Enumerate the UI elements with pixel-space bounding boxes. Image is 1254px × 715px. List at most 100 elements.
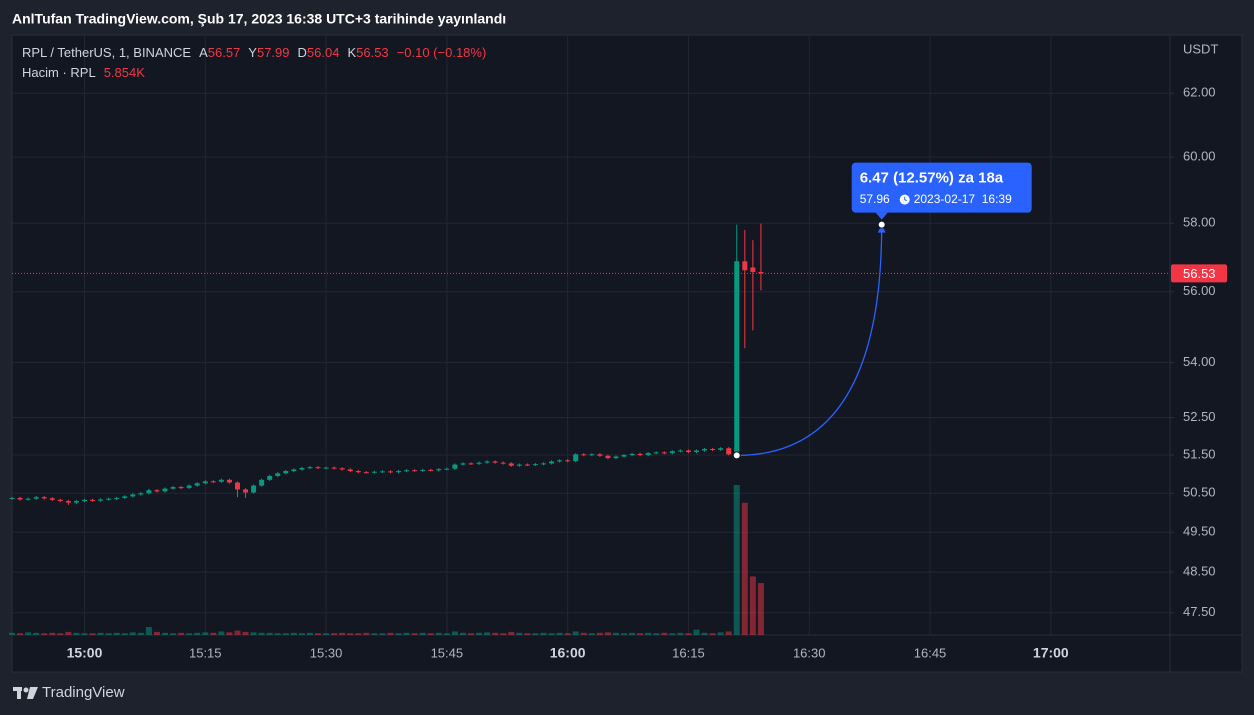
volume-bar: [178, 632, 185, 635]
candle-body: [629, 453, 635, 456]
candle-body: [589, 454, 595, 456]
candle-body: [476, 462, 482, 464]
candle-body: [597, 454, 603, 456]
volume-bar: [484, 632, 491, 635]
volume-bar: [73, 632, 80, 635]
volume-bar: [97, 632, 104, 635]
volume-bar: [145, 627, 152, 635]
candle-body: [234, 482, 240, 490]
plot-area: [9, 35, 1170, 635]
volume-bar: [194, 632, 201, 635]
candle-body: [65, 501, 71, 503]
volume-bar: [564, 633, 571, 635]
logo-text: TradingView: [42, 684, 125, 701]
candle-body: [122, 496, 128, 498]
volume-bar: [604, 632, 611, 635]
candle-body: [162, 488, 168, 492]
volume-bar: [339, 632, 346, 635]
candle-body: [73, 501, 79, 503]
x-tick-label: 15:15: [189, 645, 222, 660]
candle-body: [460, 463, 466, 465]
volume-bar: [749, 576, 756, 635]
candle-body: [524, 464, 530, 466]
candle-body: [251, 485, 257, 493]
volume-bar: [403, 632, 410, 635]
volume-bar: [81, 633, 88, 635]
ohlc-label: K: [347, 45, 356, 60]
ohlc-value: 57.99: [257, 45, 290, 60]
candle-body: [702, 449, 708, 451]
volume-bar: [41, 633, 48, 635]
volume-bar: [226, 632, 233, 635]
candle-body: [315, 467, 321, 469]
ohlc-label: A: [199, 45, 208, 60]
volume-bar: [387, 632, 394, 635]
candle-body: [412, 470, 418, 472]
candle-body: [186, 485, 192, 488]
volume-bar: [629, 632, 636, 635]
y-tick-label: 54.00: [1183, 354, 1216, 369]
volume-bar: [234, 630, 241, 635]
candle-body: [645, 453, 651, 456]
volume-bar: [500, 633, 507, 635]
volume-bar: [596, 632, 603, 635]
candle-body: [637, 453, 643, 456]
volume-bar: [653, 633, 660, 635]
candle-body: [267, 475, 273, 480]
volume-bar: [33, 632, 40, 635]
candle-body: [259, 479, 265, 486]
candle-body: [170, 487, 176, 489]
volume-bar: [661, 632, 668, 635]
clock-icon: [904, 196, 907, 202]
volume-bar: [757, 583, 764, 635]
volume-bar: [65, 631, 72, 635]
volume-bar: [459, 632, 466, 635]
volume-bar: [516, 632, 523, 635]
volume-bar: [451, 631, 458, 635]
ohlc-label: D: [298, 45, 307, 60]
candle-body: [202, 481, 208, 484]
chart-panel: [11, 34, 1243, 673]
candle-body: [57, 499, 63, 502]
x-tick-label: 16:15: [672, 645, 705, 660]
volume-bar: [612, 632, 619, 635]
candle-body: [540, 463, 546, 465]
candle-body: [243, 489, 249, 493]
ohlc-value: 56.57: [208, 45, 241, 60]
candle-body: [138, 493, 144, 495]
candle-body: [218, 479, 224, 482]
volume-bar: [266, 632, 273, 635]
volume-bar: [411, 633, 418, 635]
volume-bar: [363, 632, 370, 635]
volume-title: Hacim · RPL: [22, 65, 96, 80]
candle-body: [387, 471, 393, 473]
candle-body: [291, 469, 297, 472]
candle-body: [742, 261, 748, 271]
volume-bar: [371, 633, 378, 635]
candle-body: [363, 472, 369, 474]
volume-bar: [258, 632, 265, 635]
annotation-price: 57.96: [860, 192, 890, 206]
y-tick-label: 48.50: [1183, 564, 1216, 579]
volume-bar: [556, 632, 563, 635]
candle-body: [114, 497, 120, 499]
candle-body: [436, 469, 442, 471]
volume-bar: [548, 633, 555, 635]
y-tick-label: 56.00: [1183, 283, 1216, 298]
candle-body: [500, 462, 506, 464]
candle-body: [194, 483, 200, 486]
candle-body: [758, 271, 764, 274]
volume-bar: [113, 632, 120, 635]
volume-bar: [540, 632, 547, 635]
volume-bar: [476, 632, 483, 635]
candle-body: [81, 499, 87, 502]
ohlc-value: 56.04: [307, 45, 340, 60]
volume-bar: [701, 632, 708, 635]
candle-body: [710, 449, 716, 451]
volume-bar: [25, 632, 32, 635]
volume-bar: [170, 633, 177, 635]
candle-body: [532, 464, 538, 466]
candle-body: [355, 471, 361, 473]
volume-bar: [298, 633, 305, 635]
